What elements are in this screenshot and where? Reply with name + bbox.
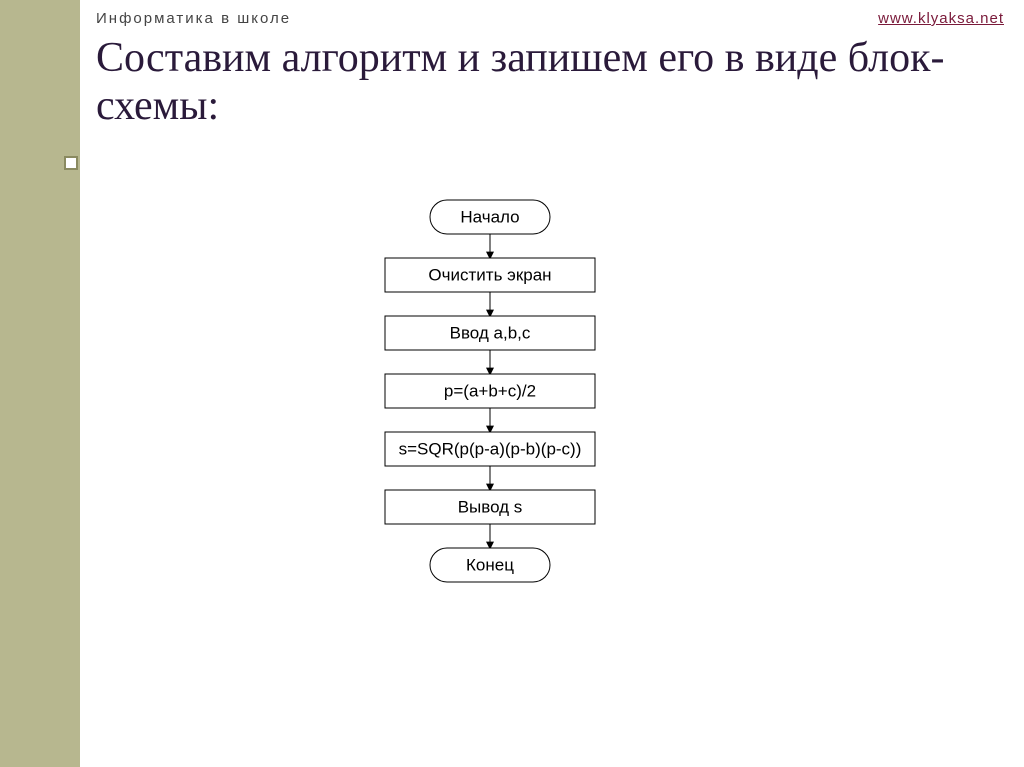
slide-header: Информатика в школе www.klyaksa.net <box>96 10 1004 27</box>
flowchart-svg: Начало Очистить экран Ввод a,b,c p=(a+b+c)/… <box>0 190 1024 592</box>
flow-label-calc_p: p=(a+b+c)/2 <box>444 381 536 400</box>
flow-label-start: Начало <box>460 207 519 226</box>
slide-title: Составим алгоритм и запишем его в виде б… <box>96 34 1004 131</box>
flowchart-container: Начало Очистить экран Ввод a,b,c p=(a+b+c)/… <box>0 190 1024 592</box>
flow-label-clear: Очистить экран <box>428 265 551 284</box>
flow-label-end: Конец <box>466 555 514 574</box>
bullet-icon <box>64 156 78 170</box>
flow-label-output: Вывод s <box>458 497 523 516</box>
flow-label-input: Ввод a,b,c <box>450 323 531 342</box>
header-site-link[interactable]: www.klyaksa.net <box>878 10 1004 27</box>
header-left-text: Информатика в школе <box>96 10 291 27</box>
flow-label-calc_s: s=SQR(p(p-a)(p-b)(p-c)) <box>399 439 582 458</box>
